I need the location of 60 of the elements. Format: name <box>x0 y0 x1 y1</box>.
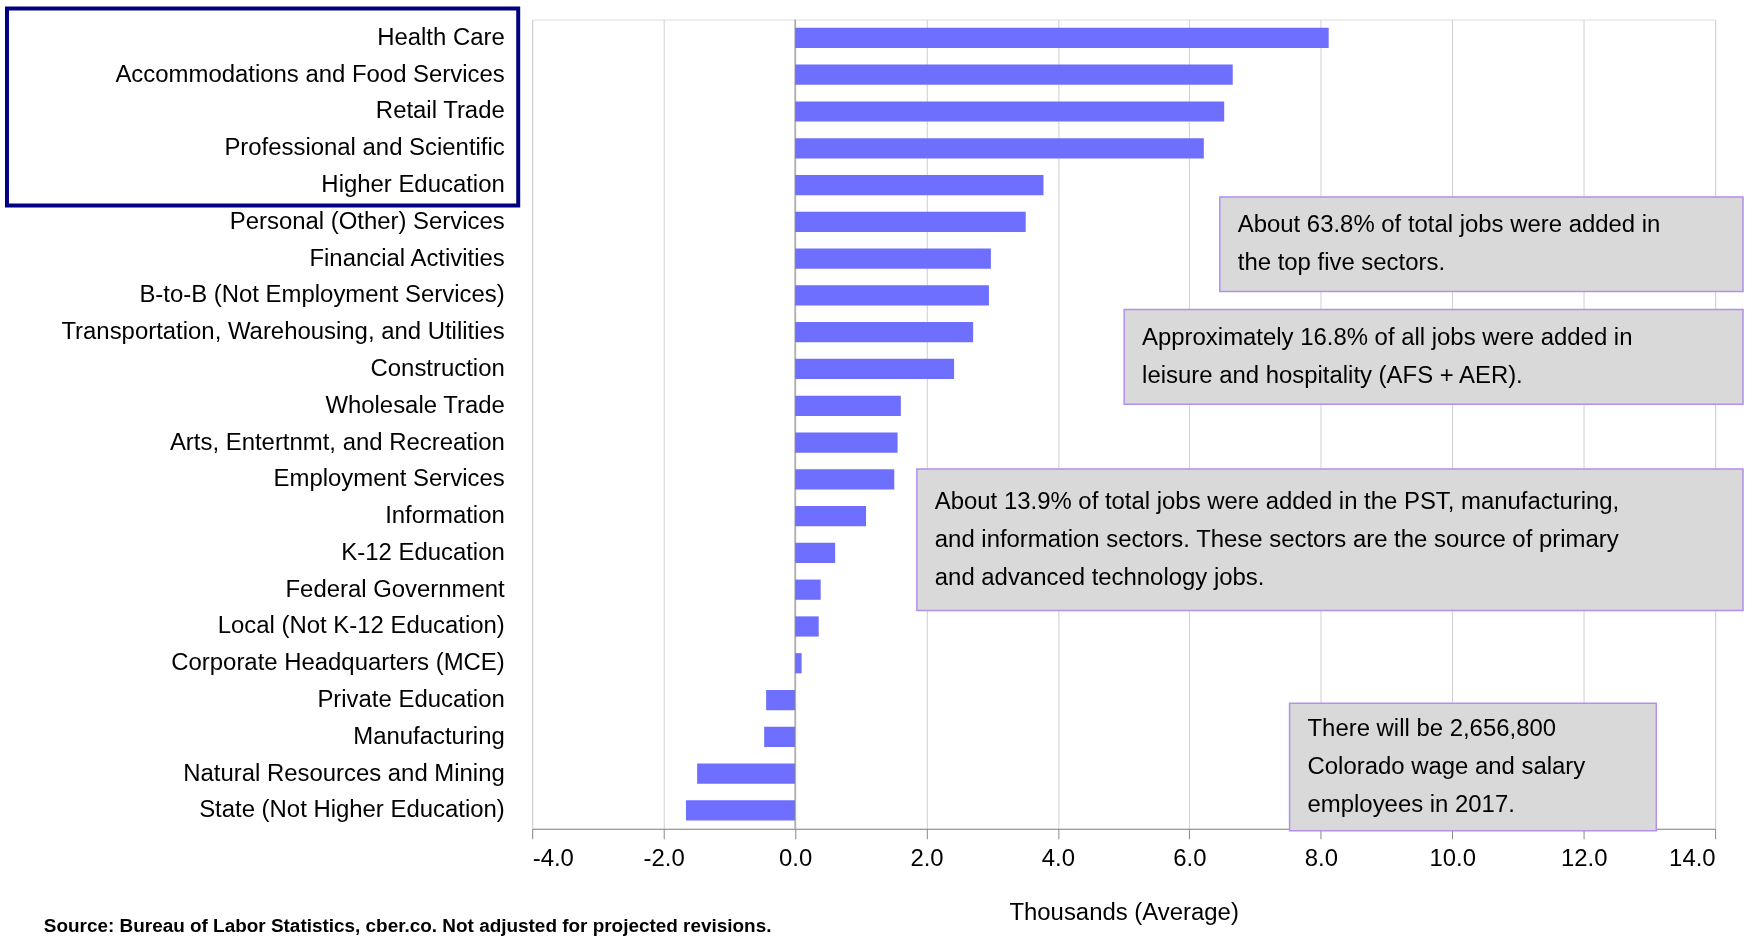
y-tick-label: Accommodations and Food Services <box>115 59 505 87</box>
bar <box>795 27 1329 49</box>
bar <box>795 579 821 600</box>
bar <box>795 469 895 490</box>
bar <box>795 542 836 564</box>
y-tick-label: Local (Not K-12 Education) <box>217 611 505 639</box>
x-tick-label: 2.0 <box>910 844 944 872</box>
bar <box>795 101 1225 122</box>
y-tick-label: Wholesale Trade <box>325 390 505 418</box>
y-tick-label: Information <box>385 501 505 529</box>
x-tick-label: 12.0 <box>1560 844 1608 872</box>
y-tick-label: State (Not Higher Education) <box>199 795 505 823</box>
x-tick-label: -2.0 <box>643 844 685 872</box>
y-tick-label: Professional and Scientific <box>224 133 505 161</box>
bar <box>685 800 796 821</box>
bar <box>795 616 819 637</box>
bar <box>795 64 1233 85</box>
y-tick-label: Manufacturing <box>353 721 505 749</box>
x-tick-label: 4.0 <box>1041 844 1076 872</box>
y-tick-label: Private Education <box>317 685 505 713</box>
x-tick-label: 8.0 <box>1304 844 1338 872</box>
y-tick-label: Retail Trade <box>375 96 505 124</box>
y-tick-label: Employment Services <box>273 464 505 492</box>
bar <box>697 763 796 784</box>
y-tick-label: Arts, Entertnmt, and Recreation <box>169 427 505 455</box>
y-tick-label: Corporate Headquarters (MCE) <box>171 648 505 676</box>
bar <box>795 211 1026 232</box>
x-tick-label: -4.0 <box>532 844 574 872</box>
bar <box>795 285 989 306</box>
y-tick-label: Personal (Other) Services <box>229 206 505 234</box>
x-tick-label: 14.0 <box>1669 844 1716 872</box>
source-note: Source: Bureau of Labor Statistics, cber.co. Not adjusted for projected revisions. <box>43 915 772 937</box>
y-tick-label: Transportation, Warehousing, and Utilities <box>61 317 505 345</box>
x-tick-label: 0.0 <box>778 844 813 872</box>
bar <box>795 322 974 343</box>
y-tick-label: Higher Education <box>321 170 505 198</box>
bar <box>795 395 901 416</box>
x-axis-title: Thousands (Average) <box>1009 897 1239 925</box>
bar <box>795 358 955 380</box>
x-tick-label: 6.0 <box>1173 844 1207 872</box>
annotation: About 13.9% of total jobs were added in the PST, manufacturing, and information sectors. These sectors are the source of primary and advanced technology jobs. <box>934 486 1620 590</box>
bar <box>766 689 796 711</box>
y-tick-label: Construction <box>370 353 505 381</box>
bar <box>795 248 991 269</box>
bar <box>764 726 796 747</box>
y-tick-label: K-12 Education <box>341 537 505 565</box>
bar <box>795 432 898 453</box>
bar <box>795 653 802 674</box>
x-tick-label: 10.0 <box>1429 844 1476 872</box>
annotation: Approximately 16.8% of all jobs were added in leisure and hospitality (AFS + AER). <box>1142 322 1633 388</box>
annotation: There will be 2,656,800 Colorado wage and salary employees in 2017. <box>1307 714 1586 817</box>
y-tick-label: Health Care <box>377 22 505 50</box>
annotation: About 63.8% of total jobs were added in the top five sectors. <box>1237 210 1661 276</box>
y-tick-label: Financial Activities <box>309 243 505 271</box>
y-tick-label: Natural Resources and Mining <box>183 758 505 786</box>
y-tick-label: Federal Government <box>285 574 506 602</box>
y-tick-label: B-to-B (Not Employment Services) <box>139 280 505 308</box>
bar <box>795 174 1044 196</box>
bar <box>795 506 867 527</box>
bar <box>795 138 1204 159</box>
